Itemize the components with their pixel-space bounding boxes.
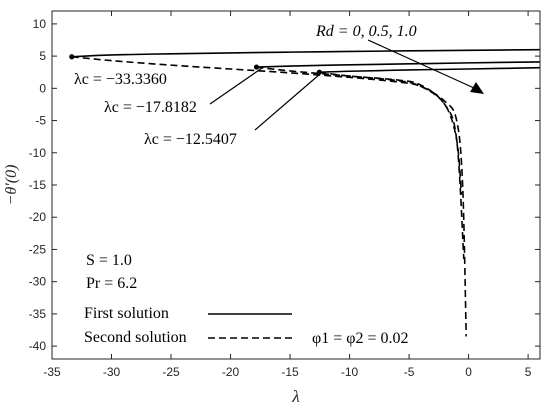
y-tick-label: -40	[29, 339, 47, 353]
annotation-rd: Rd = 0, 0.5, 1.0	[315, 23, 417, 40]
second-solution-curve-2	[319, 71, 465, 260]
x-tick-label: -20	[222, 365, 240, 379]
legend-label-first: First solution	[84, 305, 169, 322]
y-tick-label: -30	[29, 275, 47, 289]
first-solution-curve-1	[256, 61, 541, 68]
rd-arrowhead	[470, 82, 484, 94]
x-tick-label: 5	[525, 365, 532, 379]
y-tick-label: -10	[29, 146, 47, 160]
second-solution-curve-0	[71, 55, 467, 337]
x-tick-label: -25	[162, 365, 180, 379]
critical-point-1	[253, 64, 260, 70]
x-tick-label: -15	[281, 365, 299, 379]
x-tick-label: -5	[404, 365, 415, 379]
y-tick-label: 0	[39, 81, 46, 95]
y-tick-label: 10	[33, 17, 47, 31]
x-tick-label: 0	[465, 365, 472, 379]
x-axis-ticks: -35 -30 -25 -20 -15 -10 -5 0 5	[43, 11, 532, 379]
x-tick-label: -10	[341, 365, 359, 379]
critical-point-2	[316, 69, 322, 75]
legend-label-second: Second solution	[84, 329, 187, 346]
y-tick-label: -25	[29, 242, 47, 256]
y-tick-label: -15	[29, 178, 47, 192]
annotation-lambda-c1: λc = −33.3360	[74, 71, 167, 88]
y-axis-label: −θ′(0)	[3, 165, 20, 206]
y-tick-label: -5	[35, 114, 46, 128]
annotation-lambda-c3: λc = −12.5407	[144, 131, 237, 148]
annotation-leaders	[209, 39, 484, 131]
y-tick-label: -35	[29, 307, 47, 321]
y-tick-label: -20	[29, 210, 47, 224]
first-solution-curve-0	[71, 48, 541, 58]
legend: First solution Second solution	[84, 305, 292, 346]
critical-point-markers	[69, 54, 322, 75]
rd-arrow	[367, 39, 475, 89]
solution-curves	[71, 48, 541, 337]
leader-lc3	[254, 73, 321, 131]
leader-lc2	[209, 67, 263, 105]
y-axis-ticks: 10 5 0 -5 -10 -15 -20 -25 -30 -35 -40	[29, 17, 540, 353]
param-pr: Pr = 6.2	[86, 275, 137, 292]
x-tick-label: -30	[103, 365, 121, 379]
annotation-phi: φ1 = φ2 = 0.02	[312, 330, 409, 347]
x-axis-label: λ	[291, 387, 299, 406]
annotation-lambda-c2: λc = −17.8182	[104, 99, 197, 116]
param-s: S = 1.0	[86, 252, 132, 269]
x-tick-label: -35	[43, 365, 61, 379]
y-tick-label: 5	[39, 49, 46, 63]
first-solution-curve-2	[319, 66, 541, 74]
second-solution-curve-1	[256, 66, 463, 195]
critical-point-0	[69, 54, 75, 60]
